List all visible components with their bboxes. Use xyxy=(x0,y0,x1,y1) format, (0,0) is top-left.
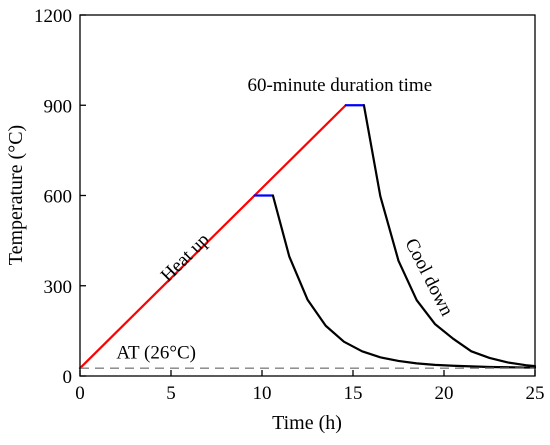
x-tick-label-15: 15 xyxy=(344,383,363,404)
series-cool-down-line-3 xyxy=(271,194,537,369)
annotations-layer: Heat up 60-minute duration time Cool down A… xyxy=(116,75,457,364)
annotation-0: Heat up xyxy=(157,229,214,286)
y-tick-label-600: 600 xyxy=(44,187,73,208)
annotation-1: 60-minute duration time xyxy=(247,75,432,96)
y-tick-label-1200: 1200 xyxy=(34,6,72,27)
x-tick-label-10: 10 xyxy=(253,383,272,404)
y-axis-title: Temperature (°C) xyxy=(5,125,27,265)
x-tick-label-0: 0 xyxy=(75,383,85,404)
y-tick-label-900: 900 xyxy=(44,96,73,117)
y-tick-label-0: 0 xyxy=(63,367,73,388)
annotation-3: AT (26°C) xyxy=(116,343,196,364)
series-layer xyxy=(78,104,537,370)
plot-frame xyxy=(79,14,536,377)
y-tick-label-300: 300 xyxy=(44,277,73,298)
x-axis-title: Time (h) xyxy=(272,412,342,434)
x-tick-label-25: 25 xyxy=(526,383,545,404)
ticks-layer: 0 5 10 15 20 25 0 300 600 900 1200 xyxy=(34,6,545,404)
series-cool-down-line-4 xyxy=(362,104,537,368)
annotation-2: Cool down xyxy=(400,235,457,320)
series-heat-up-line-0 xyxy=(78,104,347,370)
x-tick-label-20: 20 xyxy=(435,383,454,404)
x-tick-label-5: 5 xyxy=(166,383,176,404)
